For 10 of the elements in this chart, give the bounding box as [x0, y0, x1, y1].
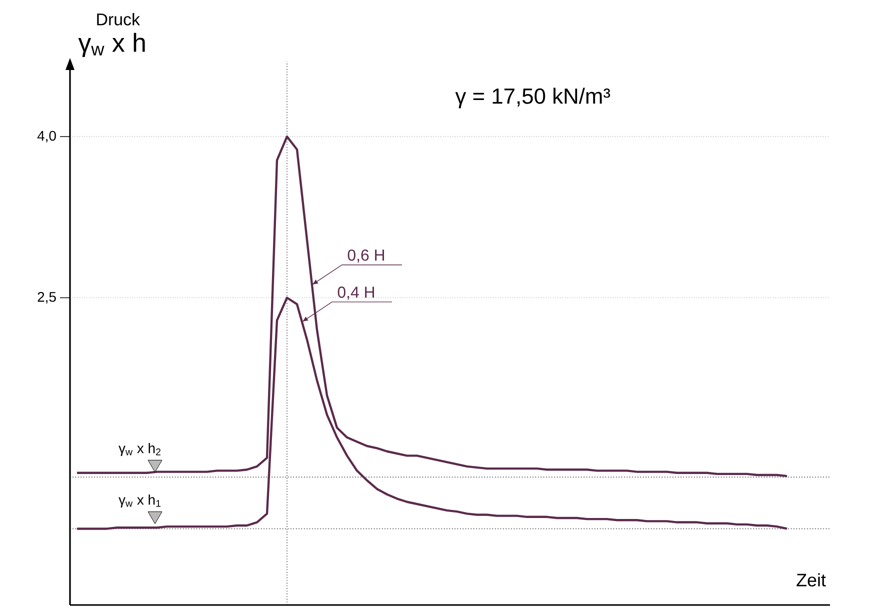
annotation: γ = 17,50 kN/m³: [455, 88, 610, 108]
ref-line-label: γ$_{w}$ x h$_{1}$: [118, 494, 160, 508]
y-tick-label: 2,5: [38, 292, 56, 304]
y-tick-label: 4,0: [37, 130, 56, 142]
y-axis-title: Druck: [97, 12, 140, 26]
ref-line-label: γ$_{w}$ x h$_{2}$: [118, 442, 160, 456]
x-axis-title: Zeit: [796, 573, 826, 586]
legend-label: 0,4 H: [338, 286, 374, 300]
text: 0,6 H: [348, 249, 384, 263]
text: γ$_{w}$ x h: [78, 32, 145, 58]
